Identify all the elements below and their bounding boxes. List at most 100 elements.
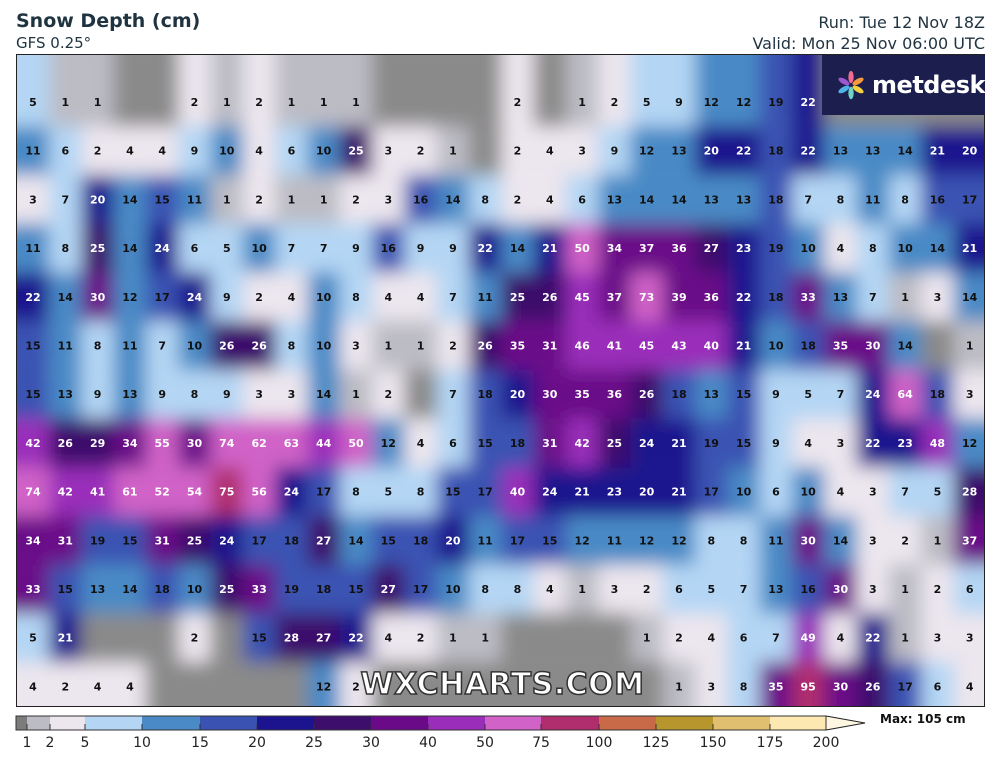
shading-cell xyxy=(501,515,535,565)
shading-cell xyxy=(695,175,728,224)
grid-value-label: 18 xyxy=(768,291,783,304)
grid-value-label: 18 xyxy=(510,437,525,450)
grid-value-label: 1 xyxy=(223,193,231,206)
shading-cell xyxy=(146,272,179,322)
grid-value-label: 7 xyxy=(740,583,748,596)
shading-cell xyxy=(339,418,373,468)
shading-cell xyxy=(533,175,567,224)
shading-cell xyxy=(824,515,858,565)
grid-value-label: 13 xyxy=(58,388,73,401)
shading-cell xyxy=(469,662,502,706)
grid-value-label: 19 xyxy=(768,96,783,109)
grid-value-label: 25 xyxy=(348,145,363,158)
grid-value-label: 17 xyxy=(413,583,428,596)
grid-value-label: 1 xyxy=(61,96,69,109)
grid-value-label: 14 xyxy=(348,534,364,547)
grid-value-label: 20 xyxy=(962,145,978,158)
shading-cell xyxy=(533,321,567,370)
shading-cell xyxy=(275,564,309,614)
shading-cell xyxy=(242,662,276,706)
grid-value-label: 10 xyxy=(316,145,332,158)
shading-cell xyxy=(565,55,599,127)
grid-value-label: 15 xyxy=(122,534,137,547)
grid-value-label: 25 xyxy=(607,437,622,450)
shading-cell xyxy=(888,321,922,370)
grid-value-label: 6 xyxy=(934,680,942,693)
shading-cell xyxy=(81,613,115,663)
shading-cell xyxy=(598,418,632,468)
shading-cell xyxy=(210,662,244,706)
shading-cell xyxy=(953,272,984,322)
grid-value-label: 18 xyxy=(155,583,170,596)
shading-cell xyxy=(695,467,728,516)
shading-cell xyxy=(565,272,599,322)
grid-value-label: 23 xyxy=(897,437,912,450)
grid-value-label: 7 xyxy=(901,486,909,499)
shading-cell xyxy=(404,272,438,322)
shading-cell xyxy=(178,175,212,224)
shading-cell xyxy=(469,55,502,127)
shading-cell xyxy=(662,467,696,516)
grid-value-label: 3 xyxy=(934,291,942,304)
grid-value-label: 41 xyxy=(607,340,622,353)
shading-cell xyxy=(727,564,761,614)
shading-cell xyxy=(792,564,825,614)
grid-value-label: 35 xyxy=(768,680,783,693)
shading-cell xyxy=(307,418,341,468)
grid-value-label: 1 xyxy=(417,340,425,353)
grid-value-label: 10 xyxy=(316,340,332,353)
grid-value-label: 3 xyxy=(837,437,845,450)
grid-value-label: 50 xyxy=(574,242,590,255)
grid-value-label: 24 xyxy=(865,388,881,401)
shading-cell xyxy=(210,55,244,127)
grid-value-label: 2 xyxy=(417,632,425,645)
grid-value-label: 8 xyxy=(740,680,748,693)
legend-bin xyxy=(541,716,599,730)
shading-cell xyxy=(953,662,984,706)
grid-value-label: 3 xyxy=(611,583,619,596)
shading-cell xyxy=(727,467,761,516)
shading-cell xyxy=(17,662,50,706)
shading-cell xyxy=(727,175,761,224)
shading-cell xyxy=(113,223,147,273)
grid-value-label: 3 xyxy=(288,388,296,401)
shading-cell xyxy=(404,515,438,565)
snow-depth-map[interactable]: 5 1 1 2 1 2 1 1 1 2 1 2 5 9 12 12 19 22 11 6 2 4 4 9 10 4 6 10 25 3 2 1… xyxy=(16,54,985,707)
grid-value-label: 17 xyxy=(251,534,266,547)
shading-cell xyxy=(17,223,50,273)
grid-value-label: 20 xyxy=(90,193,106,206)
grid-value-label: 30 xyxy=(865,340,881,353)
shading-cell xyxy=(210,369,244,419)
grid-value-label: 1 xyxy=(481,632,489,645)
shading-cell xyxy=(146,662,179,706)
grid-value-label: 6 xyxy=(966,583,974,596)
grid-value-label: 4 xyxy=(255,145,263,158)
shading-cell xyxy=(404,126,438,176)
shading-cell xyxy=(856,175,890,224)
grid-value-label: 18 xyxy=(801,340,816,353)
grid-value-label: 26 xyxy=(251,340,267,353)
shading-cell xyxy=(210,613,244,663)
grid-value-label: 14 xyxy=(833,534,849,547)
grid-value-label: 22 xyxy=(801,96,816,109)
shading-cell xyxy=(146,321,179,370)
shading-cell xyxy=(339,126,373,176)
shading-cell xyxy=(662,613,696,663)
shading-cell xyxy=(372,55,405,127)
shading-cell xyxy=(630,55,664,127)
grid-value-label: 21 xyxy=(58,632,73,645)
grid-value-label: 3 xyxy=(384,193,392,206)
shading-cell xyxy=(565,467,599,516)
shading-cell xyxy=(49,272,82,322)
legend-bin xyxy=(257,716,314,730)
color-legend xyxy=(15,715,866,731)
logo-text: metdesk xyxy=(872,71,985,99)
grid-value-label: 14 xyxy=(639,193,655,206)
grid-value-label: 25 xyxy=(90,242,105,255)
grid-value-label: 16 xyxy=(930,193,946,206)
shading-cell xyxy=(824,564,858,614)
grid-value-label: 44 xyxy=(316,437,332,450)
grid-value-label: 22 xyxy=(348,632,363,645)
shading-cell xyxy=(953,613,984,663)
